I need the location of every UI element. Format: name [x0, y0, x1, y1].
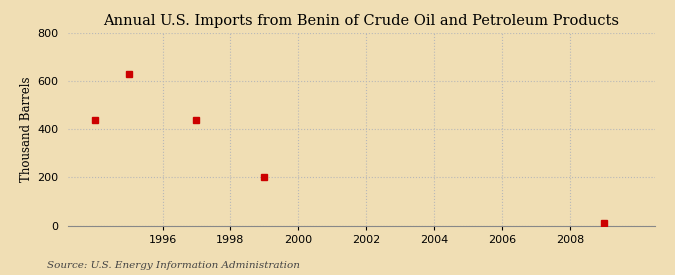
- Title: Annual U.S. Imports from Benin of Crude Oil and Petroleum Products: Annual U.S. Imports from Benin of Crude …: [103, 14, 619, 28]
- Text: Source: U.S. Energy Information Administration: Source: U.S. Energy Information Administ…: [47, 260, 300, 270]
- Y-axis label: Thousand Barrels: Thousand Barrels: [20, 76, 33, 182]
